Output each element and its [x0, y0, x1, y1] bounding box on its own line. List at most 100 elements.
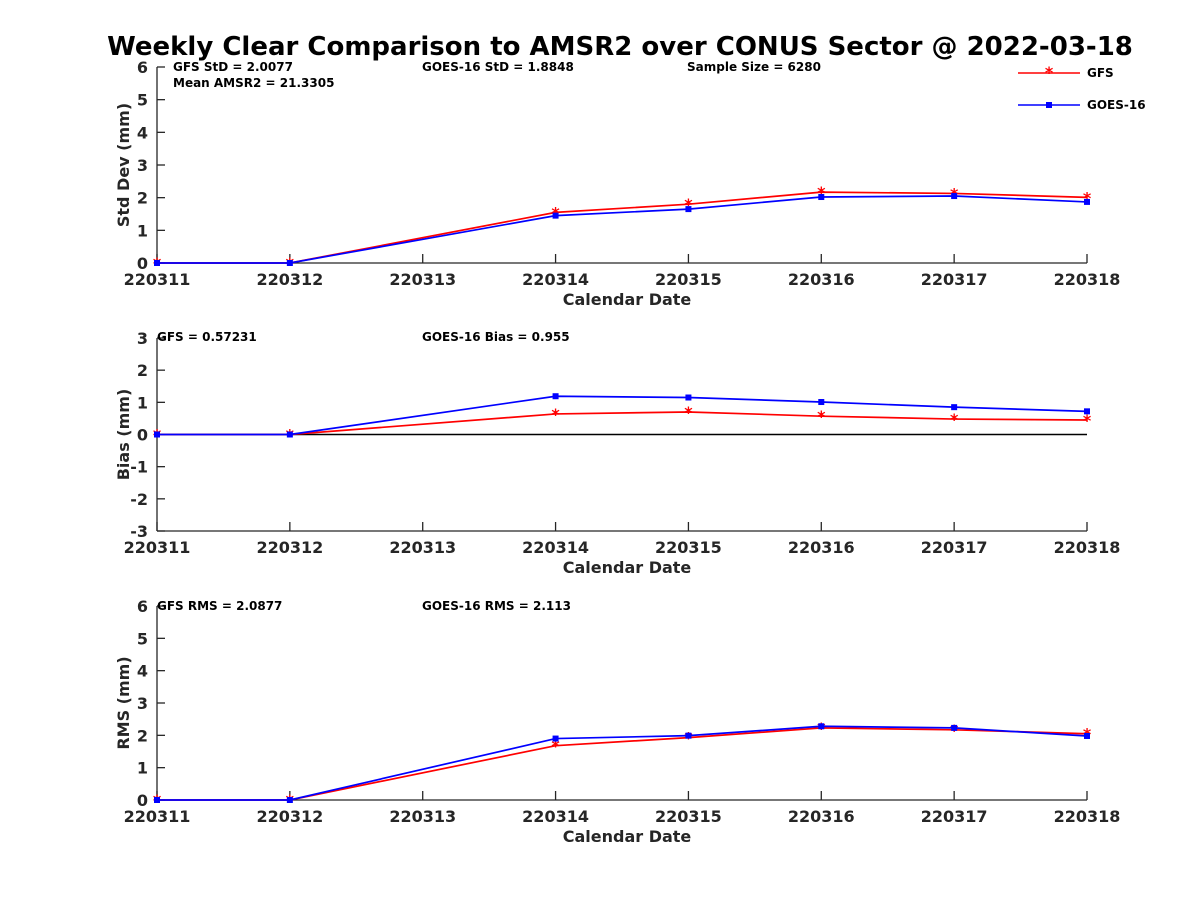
data-point-goes	[685, 732, 692, 739]
y-tick-label: 4	[137, 662, 148, 681]
y-tick-label: 2	[137, 726, 148, 745]
data-point-gfs: *	[1083, 188, 1092, 207]
data-point-goes	[685, 394, 692, 401]
data-point-goes	[1084, 408, 1090, 415]
legend-goes-label: GOES-16	[1087, 98, 1146, 112]
legend-gfs-marker: *	[1045, 63, 1054, 82]
stat-annotation: GFS RMS = 2.0877	[157, 599, 282, 613]
stat-annotation: GFS StD = 2.0077	[173, 60, 293, 74]
y-tick-label: -1	[130, 458, 148, 477]
std-dev-panel: 0 1 2 3 4 5 6 220311 220312 220313 220314 220315 220…	[114, 58, 1120, 309]
x-tick-label: 220311	[124, 807, 191, 826]
x-tick-label: 220317	[921, 807, 988, 826]
data-point-goes	[818, 399, 825, 406]
stat-annotation: GOES-16 StD = 1.8848	[422, 60, 574, 74]
series-line-gfs	[157, 191, 1088, 264]
y-tick-label: 2	[137, 361, 148, 380]
y-tick-label: -3	[130, 522, 148, 541]
series-line-goes	[157, 725, 1088, 801]
series-line-gfs	[157, 727, 1088, 801]
y-tick-label: 5	[137, 629, 148, 648]
y-tick-label: 3	[137, 694, 148, 713]
stat-annotation: GOES-16 Bias = 0.955	[422, 330, 570, 344]
x-tick-label: 220315	[655, 807, 722, 826]
x-axis-label: Calendar Date	[563, 827, 692, 846]
data-point-gfs: *	[817, 183, 826, 202]
y-tick-label: 0	[137, 426, 148, 445]
data-point-goes	[818, 723, 825, 730]
y-axis-label: Std Dev (mm)	[114, 103, 133, 227]
y-tick-label: 1	[137, 393, 148, 412]
data-point-goes	[951, 404, 958, 411]
data-point-gfs: *	[551, 405, 560, 424]
data-point-goes	[154, 797, 160, 803]
y-tick-label: 3	[137, 329, 148, 348]
data-point-goes	[1084, 198, 1090, 205]
y-tick-label: 6	[137, 597, 148, 616]
stat-annotation: Sample Size = 6280	[687, 60, 821, 74]
x-tick-label: 220316	[788, 538, 855, 557]
data-point-goes	[1084, 732, 1090, 739]
x-tick-label: 220311	[124, 270, 191, 289]
x-tick-label: 220318	[1054, 807, 1121, 826]
data-point-goes	[951, 193, 958, 200]
y-tick-label: -2	[130, 490, 148, 509]
stat-annotation: Mean AMSR2 = 21.3305	[173, 76, 334, 90]
data-point-goes	[818, 194, 825, 201]
y-tick-label: 6	[137, 58, 148, 77]
data-point-goes	[552, 735, 559, 742]
y-tick-label: 0	[137, 791, 148, 810]
series-line-gfs	[157, 411, 1088, 436]
x-axis-label: Calendar Date	[563, 290, 692, 309]
data-point-gfs: *	[817, 407, 826, 426]
x-axis-label: Calendar Date	[563, 558, 692, 577]
x-tick-label: 220317	[921, 538, 988, 557]
x-tick-label: 220314	[522, 270, 589, 289]
x-tick-label: 220315	[655, 270, 722, 289]
data-point-goes	[286, 431, 293, 438]
x-tick-label: 220312	[256, 270, 323, 289]
series-line-goes	[157, 395, 1088, 436]
y-tick-label: 1	[137, 221, 148, 240]
data-point-goes	[552, 212, 559, 219]
stat-annotation: GFS = 0.57231	[157, 330, 257, 344]
bias-panel: -3 -2 -1 0 1 2 3 220311 220312 220313 220314 220315…	[114, 329, 1120, 577]
data-point-gfs: *	[684, 403, 693, 422]
y-tick-label: 3	[137, 156, 148, 175]
data-point-goes	[951, 724, 958, 731]
x-tick-label: 220312	[256, 538, 323, 557]
figure-title: Weekly Clear Comparison to AMSR2 over CO…	[107, 32, 1133, 62]
rms-panel: 0 1 2 3 4 5 6 220311 220312 220313 220314 220315 220…	[114, 597, 1120, 846]
legend-gfs-label: GFS	[1087, 66, 1114, 80]
x-tick-label: 220318	[1054, 538, 1121, 557]
x-tick-label: 220314	[522, 807, 589, 826]
data-point-gfs: *	[1083, 411, 1092, 430]
x-tick-label: 220318	[1054, 270, 1121, 289]
x-tick-label: 220313	[389, 538, 456, 557]
data-point-goes	[286, 797, 293, 803]
data-point-goes	[286, 260, 293, 266]
x-tick-label: 220316	[788, 270, 855, 289]
x-tick-label: 220316	[788, 807, 855, 826]
y-axis-label: Bias (mm)	[114, 389, 133, 481]
data-point-goes	[154, 431, 160, 438]
x-tick-label: 220317	[921, 270, 988, 289]
y-tick-label: 2	[137, 189, 148, 208]
y-tick-label: 4	[137, 123, 148, 142]
data-point-gfs: *	[684, 195, 693, 214]
data-point-goes	[685, 206, 692, 213]
stat-annotation: GOES-16 RMS = 2.113	[422, 599, 571, 613]
x-tick-label: 220311	[124, 538, 191, 557]
data-point-goes	[552, 393, 559, 400]
y-axis-label: RMS (mm)	[114, 656, 133, 749]
y-tick-label: 1	[137, 759, 148, 778]
series-line-goes	[157, 195, 1088, 264]
data-point-gfs: *	[950, 410, 959, 429]
x-tick-label: 220313	[389, 807, 456, 826]
legend: * GFS GOES-16	[1018, 63, 1146, 112]
x-tick-label: 220315	[655, 538, 722, 557]
y-tick-label: 5	[137, 91, 148, 110]
x-tick-label: 220313	[389, 270, 456, 289]
data-point-gfs: *	[551, 737, 560, 756]
